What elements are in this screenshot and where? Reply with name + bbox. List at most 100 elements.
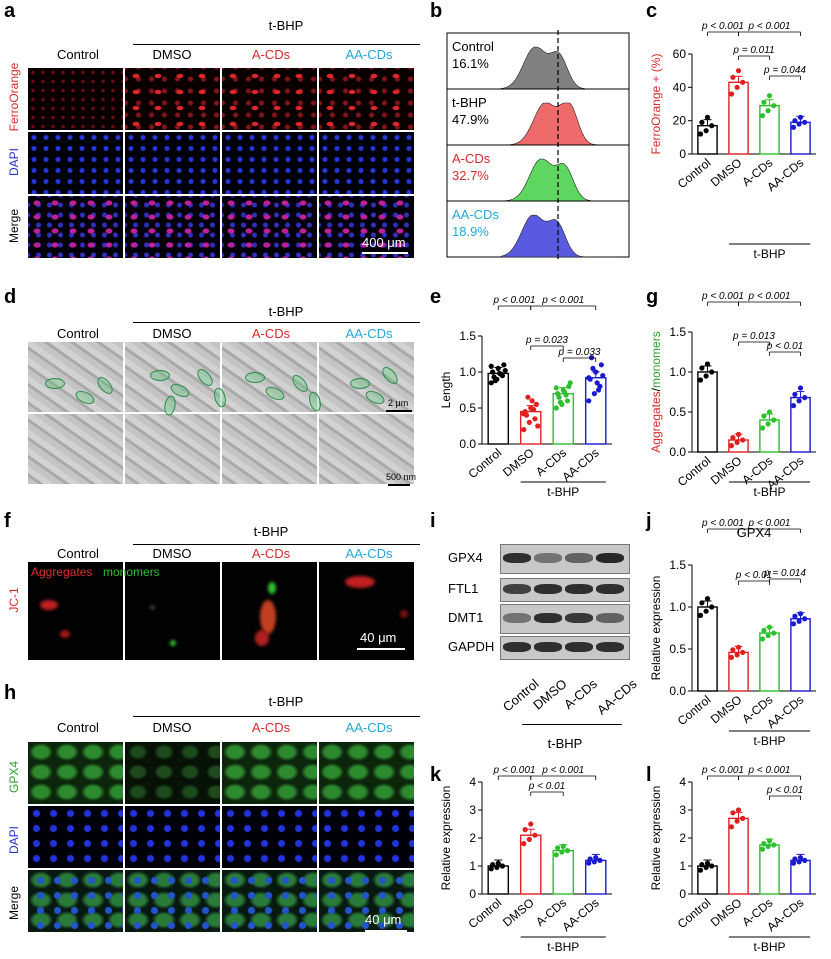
i-band bbox=[503, 642, 531, 652]
j-bar-2 bbox=[759, 632, 780, 692]
d-col-dmso: DMSO bbox=[152, 326, 192, 341]
c-point bbox=[709, 123, 715, 129]
g-pvalue-0: p < 0.001 bbox=[701, 291, 744, 302]
c-y-label: FerroOrange + (%) bbox=[649, 53, 663, 154]
grid-h-tile-r2c1 bbox=[125, 870, 220, 932]
k-pvalue-0: p < 0.001 bbox=[493, 765, 536, 776]
e-point bbox=[532, 416, 538, 422]
e-point bbox=[567, 380, 573, 386]
j-point bbox=[797, 611, 804, 617]
l-point bbox=[697, 867, 704, 873]
h-col-dmso: DMSO bbox=[152, 720, 192, 735]
l-y-tick-label: 3 bbox=[679, 803, 686, 817]
e-point bbox=[498, 371, 504, 377]
i-band bbox=[503, 584, 531, 594]
f-legend-aggregates: Aggregates bbox=[31, 565, 93, 579]
e-point bbox=[488, 380, 494, 386]
g-point bbox=[730, 435, 736, 441]
j-y-label: Relative expression bbox=[649, 576, 663, 681]
f-fluorescence-mark bbox=[260, 600, 276, 634]
e-point bbox=[591, 391, 597, 397]
grid-a-tile-r1c0 bbox=[28, 132, 123, 194]
e-point bbox=[600, 373, 606, 379]
d-scale-bottom-bar bbox=[388, 484, 410, 486]
b-value-aa-cds: 18.9% bbox=[452, 224, 489, 239]
grid-d-tile-r0c2 bbox=[222, 342, 317, 412]
g-bar-0 bbox=[697, 371, 718, 453]
f-col-dmso: DMSO bbox=[152, 546, 192, 561]
panel-label-d: d bbox=[4, 286, 17, 308]
l-point bbox=[704, 860, 711, 866]
l-point bbox=[703, 864, 709, 870]
g-point bbox=[766, 409, 773, 415]
l-pvalue-0: p < 0.001 bbox=[701, 765, 744, 776]
g-point bbox=[704, 361, 711, 367]
l-y-tick-label: 0 bbox=[679, 887, 686, 901]
l-point bbox=[771, 842, 777, 848]
e-point bbox=[535, 423, 541, 429]
g-point bbox=[796, 398, 802, 404]
g-y-tick-label: 1.5 bbox=[669, 325, 686, 339]
k-y-label: Relative expression bbox=[439, 786, 453, 891]
g-y-label: Aggregates/monomers bbox=[649, 331, 663, 452]
e-point bbox=[521, 427, 527, 433]
f-treatment-label: t-BHP bbox=[253, 524, 289, 539]
c-y-tick-label: 20 bbox=[673, 114, 687, 128]
e-point bbox=[553, 405, 559, 411]
k-y-tick-label: 4 bbox=[469, 775, 476, 789]
d-mito-mark bbox=[45, 378, 65, 389]
e-point bbox=[564, 398, 571, 404]
e-point bbox=[495, 365, 501, 371]
k-y-tick-label: 2 bbox=[469, 831, 476, 845]
j-pvalue-3: p = 0.014 bbox=[763, 568, 806, 579]
grid-d-tile-r0c1 bbox=[125, 342, 220, 412]
e-treatment-label: t-BHP bbox=[547, 485, 579, 499]
grid-f-tile-r0c0 bbox=[28, 562, 123, 660]
d-col-control: Control bbox=[57, 326, 99, 341]
c-treatment-label: t-BHP bbox=[753, 247, 785, 261]
g-point bbox=[740, 437, 746, 443]
f-row-jc1: JC-1 bbox=[7, 587, 21, 613]
l-point bbox=[792, 856, 798, 862]
j-pvalue-1: p < 0.001 bbox=[748, 518, 791, 529]
j-point bbox=[728, 654, 735, 660]
i-row-dmt1: DMT1 bbox=[448, 610, 484, 625]
a-scale-bar bbox=[362, 252, 408, 254]
c-point bbox=[735, 68, 742, 74]
i-row-ftl1: FTL1 bbox=[448, 581, 479, 596]
grid-h-tile-r2c2 bbox=[222, 870, 317, 932]
l-point bbox=[797, 855, 804, 861]
h-row-merge: Merge bbox=[7, 885, 21, 921]
grid-a-tile-r2c1 bbox=[125, 196, 220, 258]
grid-h-tile-r0c1 bbox=[125, 742, 220, 804]
f-fluorescence-mark bbox=[150, 605, 155, 610]
e-x-label-3: AA-CDs bbox=[559, 446, 601, 485]
k-point bbox=[593, 855, 599, 861]
c-pvalue-0: p < 0.001 bbox=[701, 21, 744, 32]
e-point bbox=[533, 401, 539, 407]
b-value-control: 16.1% bbox=[452, 56, 489, 71]
f-fluorescence-mark bbox=[255, 630, 269, 646]
grid-d-tile-r1c1 bbox=[125, 414, 220, 484]
a-treatment-line bbox=[133, 44, 420, 45]
i-band bbox=[534, 613, 562, 623]
g-treatment-label: t-BHP bbox=[753, 485, 785, 499]
e-pvalue-3: p = 0.033 bbox=[558, 347, 601, 358]
k-point bbox=[490, 862, 496, 868]
e-point bbox=[530, 406, 537, 413]
e-point bbox=[502, 367, 508, 374]
l-bar-1 bbox=[728, 817, 749, 895]
b-value-a-cds: 32.7% bbox=[452, 168, 489, 183]
e-point bbox=[526, 419, 532, 425]
j-bar-3 bbox=[790, 618, 811, 692]
k-point bbox=[526, 836, 532, 842]
e-point bbox=[501, 362, 507, 368]
f-legend-monomers: monomers bbox=[103, 565, 160, 579]
c-bar-2 bbox=[759, 104, 780, 155]
e-point bbox=[556, 394, 562, 400]
panel-label-k: k bbox=[430, 764, 442, 786]
grid-a-tile-r1c1 bbox=[125, 132, 220, 194]
f-fluorescence-mark bbox=[60, 630, 70, 638]
j-pvalue-0: p < 0.001 bbox=[701, 518, 744, 529]
